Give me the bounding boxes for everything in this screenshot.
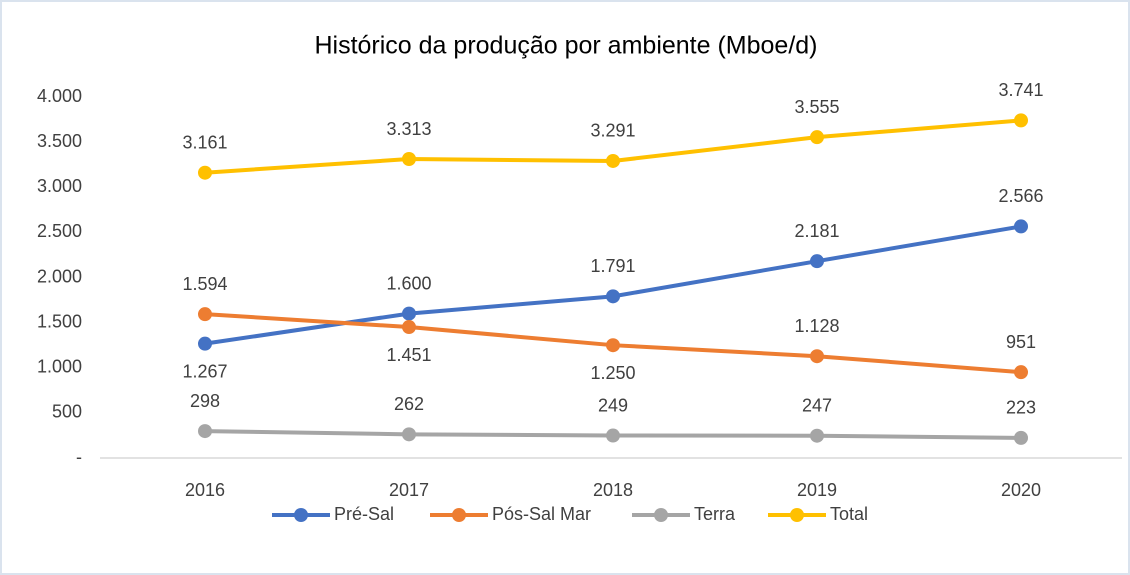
data-label: 1.250 xyxy=(590,363,635,383)
data-label: 247 xyxy=(802,395,832,415)
data-label: 298 xyxy=(190,391,220,411)
legend-marker xyxy=(790,508,804,522)
legend-label: Pós-Sal Mar xyxy=(492,504,591,524)
data-point xyxy=(402,306,416,321)
data-point xyxy=(1014,365,1028,380)
y-tick-label: 1.500 xyxy=(37,311,82,331)
x-tick-label: 2018 xyxy=(593,480,633,500)
data-label: 3.291 xyxy=(590,121,635,141)
data-label: 1.594 xyxy=(182,274,227,294)
data-label: 951 xyxy=(1006,332,1036,352)
data-point xyxy=(1014,430,1028,445)
data-label: 249 xyxy=(598,395,628,415)
y-tick-label: 2.500 xyxy=(37,221,82,241)
y-tick-label: 3.500 xyxy=(37,131,82,151)
chart-title: Histórico da produção por ambiente (Mboe… xyxy=(314,32,817,60)
data-point xyxy=(810,349,824,364)
data-point xyxy=(402,152,416,167)
data-label: 2.566 xyxy=(998,186,1043,206)
y-tick-label: 2.000 xyxy=(37,266,82,286)
x-tick-label: 2016 xyxy=(185,480,225,500)
x-tick-label: 2020 xyxy=(1001,480,1041,500)
data-point xyxy=(606,289,620,304)
data-point xyxy=(402,320,416,335)
y-tick-label: 1.000 xyxy=(37,357,82,377)
data-point xyxy=(402,427,416,442)
data-point xyxy=(198,165,212,180)
data-label: 223 xyxy=(1006,398,1036,418)
legend-marker xyxy=(294,508,308,522)
data-point xyxy=(198,336,212,351)
data-point xyxy=(1014,113,1028,128)
legend-marker xyxy=(452,508,466,522)
data-point xyxy=(810,130,824,145)
data-label: 1.791 xyxy=(590,256,635,276)
data-label: 1.600 xyxy=(386,273,431,293)
legend-marker xyxy=(654,508,668,522)
data-label: 2.181 xyxy=(794,221,839,241)
x-tick-label: 2017 xyxy=(389,480,429,500)
data-label: 262 xyxy=(394,394,424,414)
y-tick-label: 3.000 xyxy=(37,176,82,196)
data-label: 3.741 xyxy=(998,80,1043,100)
data-point xyxy=(198,307,212,322)
data-label: 3.313 xyxy=(386,119,431,139)
data-point xyxy=(606,153,620,168)
x-tick-label: 2019 xyxy=(797,480,837,500)
data-point xyxy=(810,428,824,443)
y-tick-label: - xyxy=(76,447,82,467)
y-tick-label: 500 xyxy=(52,402,82,422)
legend-label: Total xyxy=(830,504,868,524)
data-point xyxy=(810,254,824,269)
data-point xyxy=(606,428,620,443)
legend-label: Pré-Sal xyxy=(334,504,394,524)
y-tick-label: 4.000 xyxy=(37,86,82,106)
data-point xyxy=(198,424,212,439)
data-label: 3.555 xyxy=(794,97,839,117)
data-label: 1.128 xyxy=(794,316,839,336)
data-label: 3.161 xyxy=(182,132,227,152)
data-point xyxy=(606,338,620,353)
data-point xyxy=(1014,219,1028,234)
legend-label: Terra xyxy=(694,504,736,524)
data-label: 1.267 xyxy=(182,361,227,381)
data-label: 1.451 xyxy=(386,345,431,365)
